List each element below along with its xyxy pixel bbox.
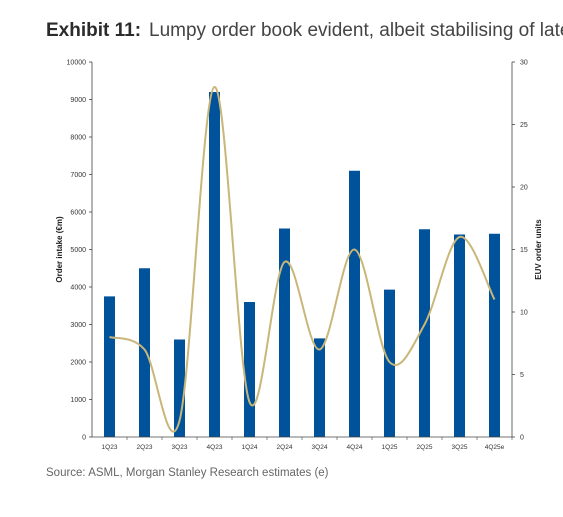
x-tick-label: 1Q23 xyxy=(102,444,118,451)
title-text: Lumpy order book evident, albeit stabili… xyxy=(149,20,563,41)
y-tick-label: 3000 xyxy=(70,322,86,329)
y-tick-label: 10000 xyxy=(67,60,87,67)
x-tick-label: 2Q23 xyxy=(137,444,153,451)
bar-1Q23 xyxy=(104,296,115,438)
bar-2Q24 xyxy=(279,228,290,437)
y2-tick-label: 15 xyxy=(520,247,528,254)
bar-4Q25e xyxy=(489,233,500,437)
y2-axis-label: EUV order units xyxy=(534,219,543,280)
y2-tick-label: 25 xyxy=(520,122,528,129)
bar-4Q23 xyxy=(209,92,220,437)
y2-tick-label: 5 xyxy=(520,372,524,379)
y-tick-label: 5000 xyxy=(70,247,86,254)
line-layer xyxy=(109,85,496,433)
y-tick-label: 4000 xyxy=(70,285,86,292)
y-tick-label: 7000 xyxy=(70,172,86,179)
y-axis-label: Order intake (€m) xyxy=(55,216,64,283)
bar-2Q23 xyxy=(139,268,150,437)
y-tick-label: 0 xyxy=(82,435,86,442)
exhibit-label: Exhibit 11: xyxy=(46,20,142,41)
y-tick-label: 8000 xyxy=(70,135,86,142)
x-tick-label: 3Q23 xyxy=(172,444,188,451)
x-tick-label: 3Q24 xyxy=(312,444,328,451)
y-tick-label: 2000 xyxy=(70,360,86,367)
x-tick-label: 2Q25 xyxy=(417,444,433,451)
x-tick-label: 2Q24 xyxy=(277,444,293,451)
y2-tick-label: 20 xyxy=(520,185,528,192)
y2-tick-label: 0 xyxy=(520,435,524,442)
euv-units-line xyxy=(109,85,496,433)
bar-4Q24 xyxy=(349,170,360,437)
y-tick-label: 6000 xyxy=(70,210,86,217)
y2-tick-label: 10 xyxy=(520,310,528,317)
x-tick-label: 1Q25 xyxy=(382,444,398,451)
axes-layer: 0100020003000400050006000700080009000100… xyxy=(67,60,528,452)
bar-3Q25 xyxy=(454,234,465,437)
y-tick-label: 9000 xyxy=(70,97,86,104)
chart-title: Exhibit 11: Lumpy order book evident, alb… xyxy=(46,20,563,42)
x-tick-label: 1Q24 xyxy=(242,444,258,451)
y-tick-label: 1000 xyxy=(70,397,86,404)
source-note: Source: ASML, Morgan Stanley Research es… xyxy=(46,467,329,479)
y2-tick-label: 30 xyxy=(520,60,528,67)
bar-3Q24 xyxy=(314,338,325,438)
x-tick-label: 4Q25e xyxy=(485,444,505,451)
bar-1Q24 xyxy=(244,302,255,437)
x-tick-label: 3Q25 xyxy=(452,444,468,451)
x-tick-label: 4Q23 xyxy=(207,444,223,451)
bar-3Q23 xyxy=(174,339,185,437)
bars-layer xyxy=(104,92,500,438)
bar-2Q25 xyxy=(419,229,430,437)
x-tick-label: 4Q24 xyxy=(347,444,363,451)
